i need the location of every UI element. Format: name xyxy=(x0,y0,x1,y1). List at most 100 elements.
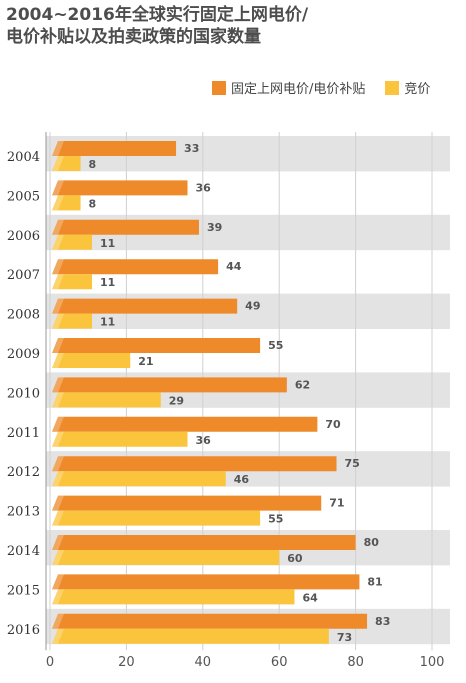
bar-auction-2007-highlight xyxy=(52,274,64,290)
data-label-feed-in-tariff-2010: 62 xyxy=(295,378,310,391)
data-label-auction-2012: 46 xyxy=(234,473,250,486)
bar-feed-in-tariff-2010 xyxy=(52,377,287,393)
bar-feed-in-tariff-2010-highlight xyxy=(52,377,64,393)
bar-auction-2013 xyxy=(52,510,261,526)
chart-title: 2004~2016年全球实行固定上网电价/ 电价补贴以及拍卖政策的国家数量 xyxy=(6,4,462,48)
bar-feed-in-tariff-2004-highlight xyxy=(52,141,64,156)
data-label-feed-in-tariff-2013: 71 xyxy=(329,497,344,510)
legend-label-feed-in-tariff: 固定上网电价/电价补贴 xyxy=(231,82,366,97)
bar-feed-in-tariff-2009-highlight xyxy=(52,338,64,353)
data-label-auction-2006: 11 xyxy=(100,237,115,250)
y-tick-label-2009: 2009 xyxy=(7,347,40,362)
bar-auction-2012 xyxy=(52,471,226,487)
bar-feed-in-tariff-2004 xyxy=(52,141,177,156)
y-tick-label-2016: 2016 xyxy=(7,623,40,638)
bar-feed-in-tariff-2011 xyxy=(52,416,318,432)
x-tick-label-0: 0 xyxy=(46,655,54,670)
y-tick-label-2010: 2010 xyxy=(7,386,40,401)
bar-feed-in-tariff-2013-highlight xyxy=(52,495,64,511)
data-label-feed-in-tariff-2008: 49 xyxy=(245,300,260,313)
data-label-feed-in-tariff-2007: 44 xyxy=(226,260,242,273)
bar-auction-2008 xyxy=(52,313,93,329)
data-label-feed-in-tariff-2004: 33 xyxy=(184,142,199,155)
y-tick-label-2014: 2014 xyxy=(7,544,40,559)
chart-title-line-2: 电价补贴以及拍卖政策的国家数量 xyxy=(6,27,261,47)
x-tick-label-20: 20 xyxy=(118,655,135,670)
data-label-feed-in-tariff-2006: 39 xyxy=(207,221,222,234)
bar-auction-2015-highlight xyxy=(52,589,64,605)
y-tick-label-2015: 2015 xyxy=(7,583,40,598)
chart-title-line-1: 2004~2016年全球实行固定上网电价/ xyxy=(6,5,309,25)
data-label-feed-in-tariff-2009: 55 xyxy=(268,339,283,352)
bar-feed-in-tariff-2005-highlight xyxy=(52,180,64,196)
bar-auction-2011 xyxy=(52,431,188,447)
data-label-auction-2013: 55 xyxy=(268,513,283,526)
data-label-feed-in-tariff-2011: 70 xyxy=(325,418,341,431)
data-label-auction-2008: 11 xyxy=(100,316,115,329)
data-label-feed-in-tariff-2012: 75 xyxy=(345,457,360,470)
bar-auction-2015 xyxy=(52,589,295,605)
legend-item-feed-in-tariff: 固定上网电价/电价补贴 xyxy=(212,78,365,97)
bar-auction-2010 xyxy=(52,392,161,408)
bar-feed-in-tariff-2007 xyxy=(52,259,219,275)
bar-auction-2013-highlight xyxy=(52,510,64,526)
y-tick-label-2005: 2005 xyxy=(7,189,40,204)
bar-auction-2004-highlight xyxy=(52,156,64,171)
x-tick-label-60: 60 xyxy=(271,655,288,670)
legend-swatch-feed-in-tariff xyxy=(212,80,226,95)
data-label-auction-2015: 64 xyxy=(302,591,318,604)
bar-auction-2005 xyxy=(52,195,81,211)
x-tick-label-40: 40 xyxy=(195,655,212,670)
bar-feed-in-tariff-2007-highlight xyxy=(52,259,64,275)
y-tick-label-2004: 2004 xyxy=(7,150,40,165)
y-tick-label-2012: 2012 xyxy=(7,465,40,480)
data-label-auction-2011: 36 xyxy=(196,434,212,447)
bar-auction-2010-highlight xyxy=(52,392,64,408)
x-tick-label-80: 80 xyxy=(347,655,364,670)
y-tick-label-2013: 2013 xyxy=(7,505,40,520)
data-label-auction-2014: 60 xyxy=(287,552,303,565)
data-label-auction-2016: 73 xyxy=(337,631,352,644)
data-label-auction-2007: 11 xyxy=(100,276,115,289)
data-label-auction-2005: 8 xyxy=(89,197,97,210)
bar-feed-in-tariff-2016-highlight xyxy=(52,613,64,629)
bar-auction-2014-highlight xyxy=(52,550,64,565)
data-label-auction-2009: 21 xyxy=(138,355,153,368)
bar-feed-in-tariff-2014 xyxy=(52,535,356,550)
bar-feed-in-tariff-2012 xyxy=(52,456,337,472)
bar-auction-2006 xyxy=(52,234,93,250)
data-label-auction-2010: 29 xyxy=(169,394,184,407)
data-label-auction-2004: 8 xyxy=(89,158,97,171)
legend-swatch-auction xyxy=(385,80,400,95)
y-tick-label-2011: 2011 xyxy=(7,426,40,441)
bar-auction-2014 xyxy=(52,550,280,565)
bar-feed-in-tariff-2008 xyxy=(52,298,238,314)
bar-feed-in-tariff-2008-highlight xyxy=(52,298,64,314)
bar-auction-2007 xyxy=(52,274,93,290)
bar-feed-in-tariff-2015 xyxy=(52,574,360,590)
bar-auction-2016-highlight xyxy=(52,628,64,644)
bar-feed-in-tariff-2013 xyxy=(52,495,322,511)
bar-auction-2016 xyxy=(52,628,329,644)
bar-auction-2009 xyxy=(52,353,131,368)
y-tick-label-2008: 2008 xyxy=(7,308,40,323)
bar-feed-in-tariff-2011-highlight xyxy=(52,416,64,432)
data-label-feed-in-tariff-2016: 83 xyxy=(375,615,390,628)
chart-legend: 固定上网电价/电价补贴 竞价 xyxy=(212,78,460,97)
bar-auction-2008-highlight xyxy=(52,313,64,329)
bar-auction-2011-highlight xyxy=(52,431,64,447)
y-tick-label-2006: 2006 xyxy=(7,229,40,244)
bar-auction-2005-highlight xyxy=(52,195,64,211)
bar-feed-in-tariff-2005 xyxy=(52,180,188,196)
data-label-feed-in-tariff-2014: 80 xyxy=(364,536,380,549)
bar-feed-in-tariff-2014-highlight xyxy=(52,535,64,550)
legend-label-auction: 竞价 xyxy=(404,82,431,97)
bar-feed-in-tariff-2006-highlight xyxy=(52,219,64,235)
bar-feed-in-tariff-2012-highlight xyxy=(52,456,64,472)
bar-feed-in-tariff-2009 xyxy=(52,338,261,353)
bar-feed-in-tariff-2006 xyxy=(52,219,199,235)
bar-auction-2006-highlight xyxy=(52,234,64,250)
bar-auction-2004 xyxy=(52,156,81,171)
data-label-feed-in-tariff-2015: 81 xyxy=(367,575,382,588)
